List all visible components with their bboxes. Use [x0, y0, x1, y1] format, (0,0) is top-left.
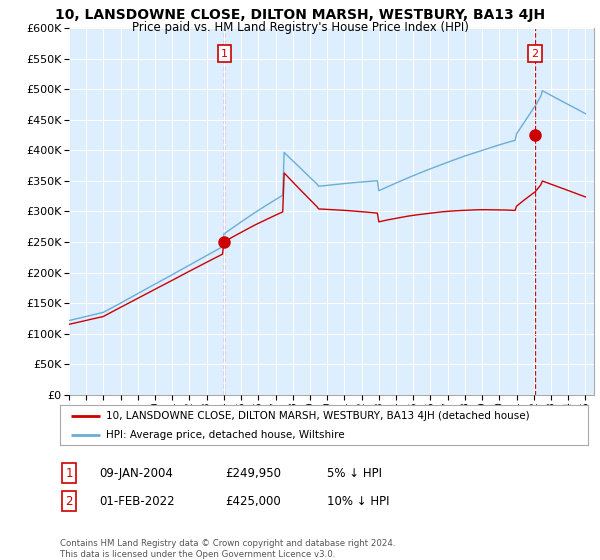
Text: £425,000: £425,000 — [225, 494, 281, 508]
Text: 2: 2 — [65, 494, 73, 508]
Text: Price paid vs. HM Land Registry's House Price Index (HPI): Price paid vs. HM Land Registry's House … — [131, 21, 469, 34]
Text: 09-JAN-2004: 09-JAN-2004 — [99, 466, 173, 480]
Text: 10, LANSDOWNE CLOSE, DILTON MARSH, WESTBURY, BA13 4JH (detached house): 10, LANSDOWNE CLOSE, DILTON MARSH, WESTB… — [106, 411, 530, 421]
Text: Contains HM Land Registry data © Crown copyright and database right 2024.
This d: Contains HM Land Registry data © Crown c… — [60, 539, 395, 559]
Text: 5% ↓ HPI: 5% ↓ HPI — [327, 466, 382, 480]
Text: £249,950: £249,950 — [225, 466, 281, 480]
Text: 01-FEB-2022: 01-FEB-2022 — [99, 494, 175, 508]
Text: 2: 2 — [532, 49, 539, 59]
Text: 10% ↓ HPI: 10% ↓ HPI — [327, 494, 389, 508]
Text: HPI: Average price, detached house, Wiltshire: HPI: Average price, detached house, Wilt… — [106, 430, 345, 440]
Text: 1: 1 — [221, 49, 228, 59]
Text: 1: 1 — [65, 466, 73, 480]
Text: 10, LANSDOWNE CLOSE, DILTON MARSH, WESTBURY, BA13 4JH: 10, LANSDOWNE CLOSE, DILTON MARSH, WESTB… — [55, 8, 545, 22]
